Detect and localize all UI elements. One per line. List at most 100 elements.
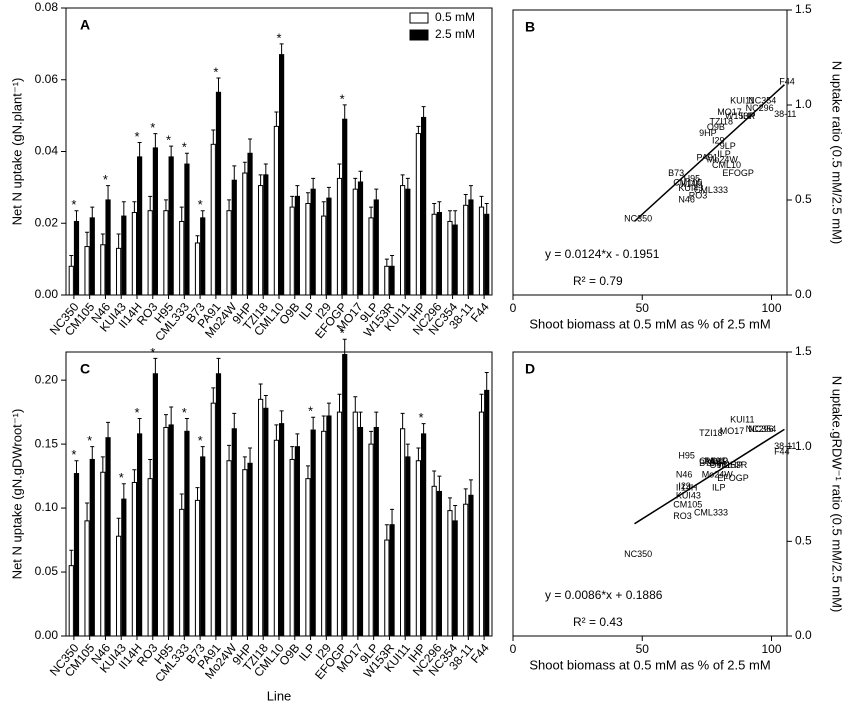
y-tick-label: 0.0 <box>795 628 812 642</box>
bar <box>415 133 422 296</box>
error-bar <box>153 133 158 148</box>
error-bar <box>463 194 468 206</box>
bar <box>247 152 253 296</box>
point-label: F44 <box>779 77 795 87</box>
error-bar <box>390 508 395 525</box>
error-bar <box>468 185 473 200</box>
y-tick-label: 0.08 <box>35 0 59 14</box>
error-bar <box>432 470 437 487</box>
point-label: TZI18 <box>709 116 733 126</box>
x-tick-label: 50 <box>636 642 650 656</box>
error-bar <box>484 203 489 215</box>
point-label: MO17 <box>717 107 742 117</box>
y-tick-label: 1.5 <box>795 2 812 16</box>
legend-swatch <box>409 29 429 41</box>
bar <box>478 206 485 296</box>
error-bar <box>290 446 295 460</box>
significance-mark: * <box>308 404 313 419</box>
point-label: RO3 <box>689 191 708 201</box>
point-label: O9B <box>707 122 725 132</box>
point-label: H95 <box>684 173 701 183</box>
bar <box>352 188 358 296</box>
bar <box>179 220 185 296</box>
bar <box>431 213 437 296</box>
bar <box>431 485 437 637</box>
error-bar <box>258 174 263 186</box>
point-label: TZI18 <box>699 428 723 438</box>
bar <box>326 197 332 296</box>
bar <box>116 535 122 637</box>
significance-mark: * <box>134 405 139 420</box>
error-bar <box>106 185 111 200</box>
bar <box>231 179 237 296</box>
error-bar <box>179 493 184 510</box>
error-bar <box>258 383 263 400</box>
point-label: Mo24W <box>707 154 739 164</box>
point-label: NC350 <box>624 549 652 559</box>
error-bar <box>295 433 300 447</box>
error-bar <box>153 357 158 374</box>
error-bar <box>468 479 473 496</box>
point-label: 9HP <box>707 458 725 468</box>
error-bar <box>232 412 237 429</box>
point-label: O9B <box>709 460 727 470</box>
point-label: EFOGP <box>717 473 749 483</box>
point-label: ILP <box>717 149 731 159</box>
point-label: 9LP <box>712 456 728 466</box>
significance-mark: * <box>276 30 281 45</box>
error-bar <box>337 163 342 179</box>
bar <box>215 91 222 296</box>
error-bar <box>353 177 358 190</box>
bar <box>73 220 80 296</box>
significance-mark: * <box>340 91 345 106</box>
error-bar <box>106 421 111 438</box>
error-bar <box>405 177 410 190</box>
panel-label: D <box>525 361 535 377</box>
error-bar <box>405 443 410 457</box>
bar <box>147 478 153 637</box>
y-axis-label: N uptake ratio (0.5 mM/2.5 mM) <box>830 61 845 245</box>
error-bar <box>416 447 421 461</box>
error-bar <box>358 411 363 428</box>
error-bar <box>337 393 342 413</box>
bar <box>89 217 95 296</box>
bar <box>73 473 80 637</box>
point-label: NC296 <box>746 424 774 434</box>
error-bar <box>137 142 142 157</box>
bar <box>226 460 232 637</box>
significance-mark: * <box>103 172 108 187</box>
bar <box>210 402 216 637</box>
y-tick-label: 0.05 <box>35 564 59 578</box>
bar <box>415 460 422 637</box>
bar <box>100 244 106 296</box>
error-bar <box>69 255 74 267</box>
bar <box>68 265 74 296</box>
error-bar <box>321 415 326 432</box>
point-label: II14H <box>676 483 698 493</box>
error-bar <box>279 410 284 424</box>
error-bar <box>384 524 389 541</box>
error-bar <box>85 502 90 521</box>
bar <box>405 188 411 296</box>
bar <box>389 524 395 637</box>
error-bar <box>116 517 121 537</box>
bar <box>357 426 364 637</box>
point-label: IHP <box>728 460 743 470</box>
error-bar <box>211 129 216 145</box>
bar <box>342 354 348 637</box>
point-label: CM105 <box>673 177 702 187</box>
error-bar <box>263 394 268 409</box>
x-tick-label: 100 <box>761 301 781 315</box>
bar <box>310 188 316 296</box>
error-bar <box>121 483 126 500</box>
bar <box>478 411 485 637</box>
error-bar <box>311 416 316 431</box>
point-label: 9HP <box>699 128 717 138</box>
bar <box>152 147 158 296</box>
r-squared: R² = 0.43 <box>573 615 623 629</box>
error-bar <box>216 77 221 93</box>
error-bar <box>274 424 279 441</box>
error-bar <box>74 460 79 474</box>
error-bar <box>232 165 237 181</box>
